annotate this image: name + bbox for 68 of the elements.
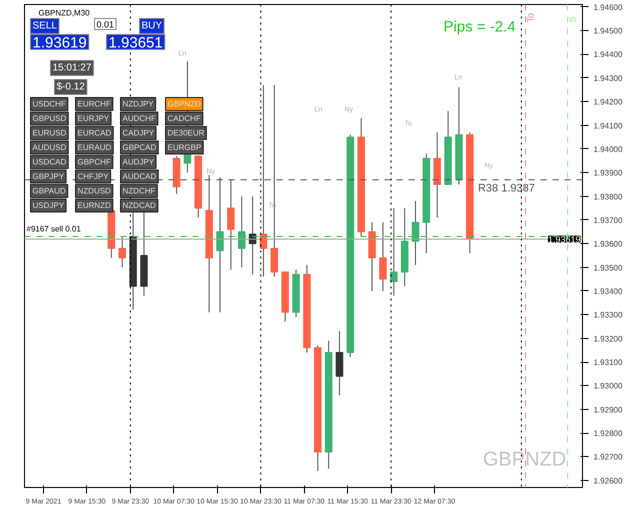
y-tick-label: 1.94000 [594,144,623,154]
annotation: GBPAUD [32,186,66,196]
annotation: EURGBP [168,143,202,152]
annotation: NZDUSD [78,186,112,196]
y-tick-label: 1.94500 [594,26,623,36]
annotation: CHFJPY [78,172,110,181]
candlestick [336,330,344,396]
y-tick-label: 1.92600 [594,476,623,486]
annotation: EURAUD [78,143,112,152]
annotation: 15:01:27 [52,62,92,74]
annotation: USDCAD [32,158,67,166]
y-tick-label: 1.93300 [594,310,623,320]
y-tick-label: 1.94200 [594,98,623,107]
annotation: AUDCAD [122,172,157,181]
candlestick [379,222,387,292]
text: GBPNZD,M30 [38,8,90,18]
annotation: $-0.12 [56,82,86,92]
annotation: 1.93619 [32,34,87,52]
y-tick-label: 1.93000 [594,382,623,391]
y-tick-label: 1.92700 [594,452,623,462]
y-tick-label: 1.92900 [594,405,623,414]
annotation: EURNZD [78,201,112,210]
y-tick-label: 1.93600 [594,240,623,249]
ref-line-label: #9167 sell 0.01 [26,224,82,234]
annotation: BUY [142,20,162,32]
y-tick-label: 1.94300 [594,74,623,83]
annotation: USDCHF [32,100,66,108]
annotation: EURCAD [78,128,112,138]
annotation: NZDJPY [122,100,154,108]
annotation: 0.01 [96,20,114,30]
candlestick [390,208,398,296]
y-tick-label: 1.92800 [594,429,623,438]
annotation: GBPUSD [32,114,67,123]
annotation: CADJPY [122,128,155,138]
ref-line-label: To [525,12,536,22]
y-tick-label: 1.93500 [594,263,623,272]
annotation: USDJPY [32,201,65,210]
ref-line-label: S [568,16,578,22]
y-tick-label: 1.93100 [594,358,623,368]
annotation: DE30EUR [168,128,205,138]
annotation: 1.93651 [108,34,163,52]
annotation: SELL [32,20,58,32]
y-tick-label: 1.93700 [594,216,623,225]
y-tick-label: 1.94600 [594,2,623,12]
annotation: AUDJPY [122,158,155,166]
annotation: GBPCHF [78,158,111,166]
candlestick [412,200,420,266]
annotation: EURCHF [78,100,111,108]
annotation: GBPJPY [32,172,65,181]
annotation: GBPNZD [168,100,202,108]
candlestick [238,196,246,268]
y-tick-label: 1.93800 [594,192,623,202]
y-tick-label: 1.93200 [594,334,623,344]
annotation: Pips = -2.4 [443,18,516,36]
y-tick-label: 1.93900 [594,168,623,178]
annotation: EURUSD [32,128,67,138]
annotation: AUDCHF [122,114,156,123]
candlestick [118,236,126,268]
annotation: CADCHF [168,114,201,123]
annotation: GBPCAD [122,143,157,152]
y-tick-label: 1.94400 [594,50,623,60]
annotation: GBPNZD [482,448,566,470]
annotation: EURJPY [78,114,110,123]
annotation: AUDUSD [32,143,67,152]
annotation: NZDCAD [122,201,156,210]
y-tick-label: 1.94100 [594,121,623,130]
annotation: NZDCHF [122,186,156,196]
y-tick-label: 1.93400 [594,286,623,296]
